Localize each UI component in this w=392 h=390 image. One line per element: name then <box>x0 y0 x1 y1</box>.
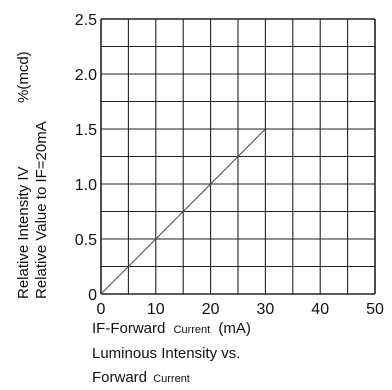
x-tick-label: 40 <box>311 301 329 318</box>
y-tick-label: 2.5 <box>75 12 97 29</box>
x-axis-label-part3: (mA) <box>218 320 251 337</box>
grid <box>100 18 376 295</box>
y-axis-label-line1: Relative Intensity IV <box>15 166 32 299</box>
y-tick-label: 0 <box>88 287 97 304</box>
x-axis-label-part2: Current <box>174 324 211 336</box>
y-tick-label: 1.5 <box>75 122 97 139</box>
x-tick-label: 0 <box>97 301 106 318</box>
series-layer <box>100 128 266 295</box>
x-axis-label-part1: IF-Forward <box>92 320 165 337</box>
y-tick-label: 1.0 <box>75 177 97 194</box>
caption-line1: Luminous Intensity vs. <box>92 345 240 362</box>
x-tick-label: 50 <box>366 301 384 318</box>
caption-line2-part2: Current <box>153 373 190 385</box>
y-axis-unit-label: %(mcd) <box>15 51 32 103</box>
x-tick-label: 20 <box>202 301 220 318</box>
y-axis-label-line2: Relative Value to IF=20mA <box>33 121 50 299</box>
y-tick-label: 0.5 <box>75 232 97 249</box>
tick-labels: 0 10 20 30 40 50 0 0.5 1.0 1.5 2.0 2.5 <box>75 12 384 318</box>
caption-line2-part1: Forward <box>92 369 147 386</box>
x-tick-label: 10 <box>147 301 165 318</box>
x-axis-label: IF-Forward Current (mA) <box>92 320 251 337</box>
x-tick-label: 30 <box>257 301 275 318</box>
y-tick-label: 2.0 <box>75 67 97 84</box>
caption-line2: Forward Current <box>92 369 190 386</box>
series-line <box>100 128 266 295</box>
